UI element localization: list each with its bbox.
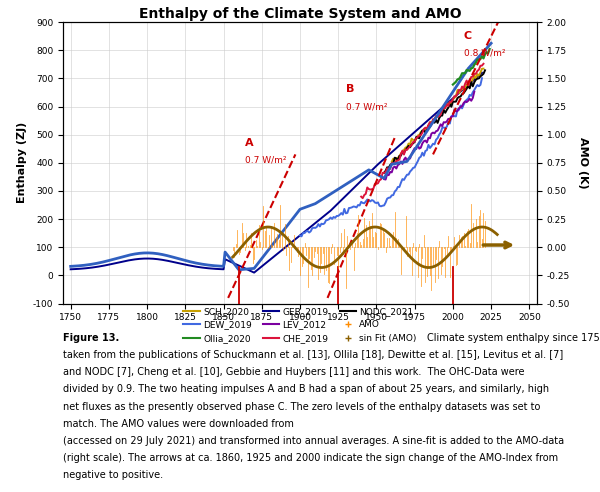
Text: A: A <box>245 138 254 148</box>
Text: 0.7 W/m²: 0.7 W/m² <box>346 102 388 111</box>
Y-axis label: Enthalpy (ZJ): Enthalpy (ZJ) <box>17 122 27 204</box>
Text: 0.8 W/m²: 0.8 W/m² <box>464 49 505 58</box>
Text: C: C <box>464 31 472 41</box>
Title: Enthalpy of the Climate System and AMO: Enthalpy of the Climate System and AMO <box>139 7 461 21</box>
Text: and NODC [7], Cheng et al. [10], Gebbie and Huybers [11] and this work.  The OHC: and NODC [7], Cheng et al. [10], Gebbie … <box>63 367 524 377</box>
Y-axis label: AMO (K): AMO (K) <box>578 137 588 188</box>
Text: B: B <box>346 85 354 94</box>
Legend: SCH_2020, DEW_2019, Ollia_2020, GEB_2019, LEV_2012, CHE_2019, NODC_2021, AMO, si: SCH_2020, DEW_2019, Ollia_2020, GEB_2019… <box>183 307 417 343</box>
Text: negative to positive.: negative to positive. <box>63 470 163 480</box>
Text: (right scale). The arrows at ca. 1860, 1925 and 2000 indicate the sign change of: (right scale). The arrows at ca. 1860, 1… <box>63 453 558 463</box>
Text: divided by 0.9. The two heating impulses A and B had a span of about 25 years, a: divided by 0.9. The two heating impulses… <box>63 384 549 394</box>
Text: 0.7 W/m²: 0.7 W/m² <box>245 156 286 165</box>
Text: taken from the publications of Schuckmann et al. [13], Ollila [18], Dewitte et a: taken from the publications of Schuckman… <box>63 350 563 360</box>
Text: Figure 13.: Figure 13. <box>63 333 122 343</box>
Text: (accessed on 29 July 2021) and transformed into annual averages. A sine-fit is a: (accessed on 29 July 2021) and transform… <box>63 436 564 446</box>
Text: net fluxes as the presently observed phase C. The zero levels of the enthalpy da: net fluxes as the presently observed pha… <box>63 401 541 411</box>
Text: Climate system enthalpy since 1750, reconstructed from radiative and ocean heat : Climate system enthalpy since 1750, reco… <box>427 333 600 343</box>
Text: match. The AMO values were downloaded from: match. The AMO values were downloaded fr… <box>63 419 297 429</box>
